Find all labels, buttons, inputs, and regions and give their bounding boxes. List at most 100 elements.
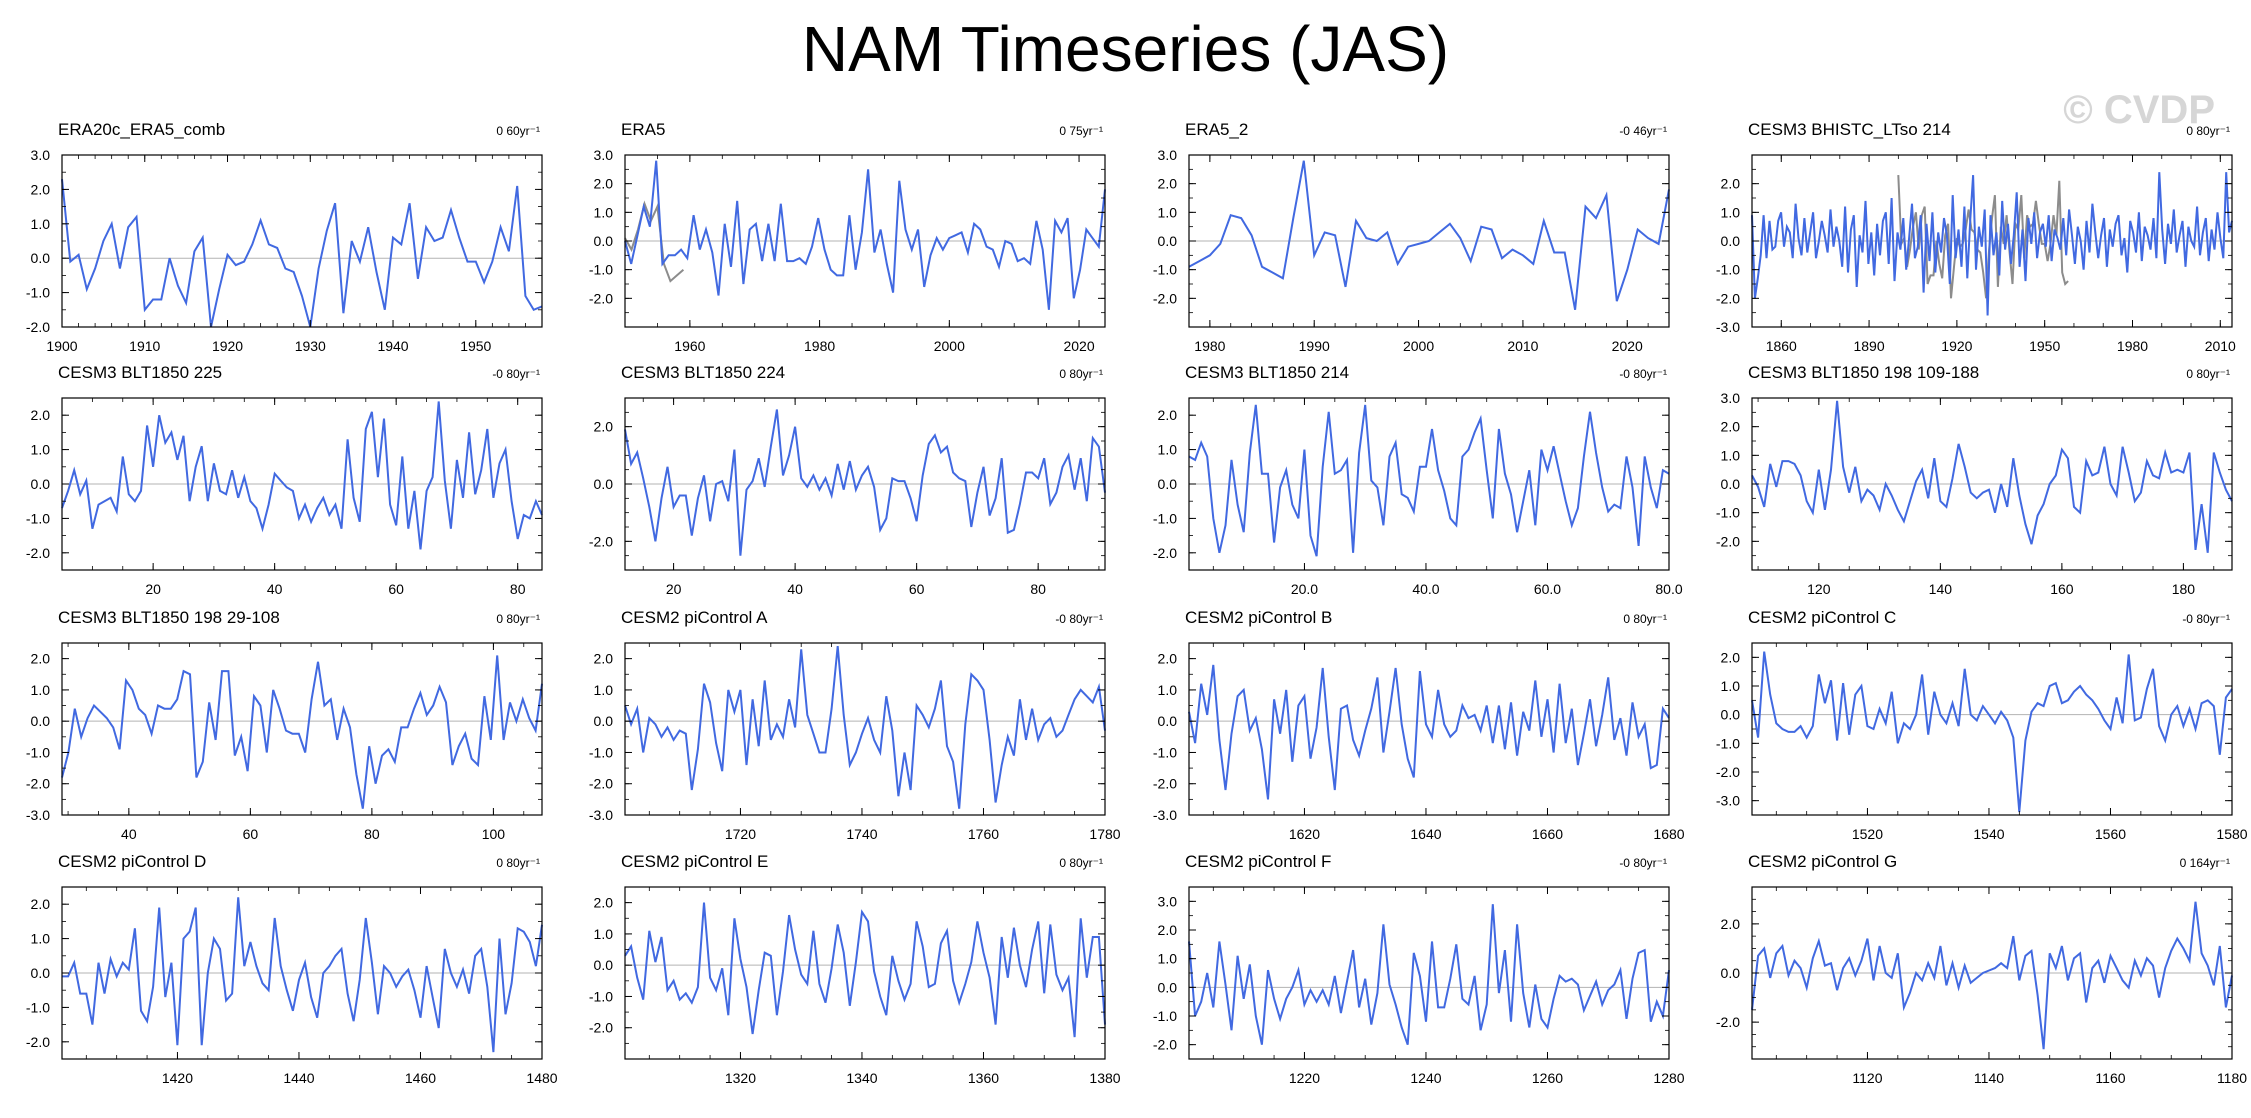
y-tick-label: -2.0 — [1716, 764, 1740, 780]
y-tick-label: -2.0 — [589, 1020, 613, 1036]
trend-label: -0 80yr⁻¹ — [1055, 612, 1103, 626]
series-line — [1188, 404, 1670, 557]
y-tick-label: -1.0 — [26, 510, 50, 526]
x-tick-label: 1890 — [1853, 338, 1884, 354]
x-tick-label: 1720 — [725, 826, 756, 842]
panel-title: CESM2 piControl E — [621, 852, 768, 871]
y-tick-label: 1.0 — [594, 204, 614, 220]
x-tick-label: 1940 — [377, 338, 408, 354]
chart-panel: CESM2 piControl B 0 80yr⁻¹ -3.0 -2.0 -1.0 0.0… — [1153, 608, 1685, 842]
y-tick-label: 1.0 — [1721, 447, 1741, 463]
y-tick-label: -2.0 — [26, 776, 50, 792]
y-tick-label: -1.0 — [589, 744, 613, 760]
y-tick-label: -2.0 — [26, 1034, 50, 1050]
y-tick-label: 0.0 — [1158, 233, 1178, 249]
y-tick-label: -1.0 — [1153, 1008, 1177, 1024]
panel-title: CESM2 piControl C — [1748, 608, 1896, 627]
x-tick-label: 1460 — [405, 1070, 436, 1086]
y-tick-label: 1.0 — [1158, 442, 1178, 458]
trend-label: 0 80yr⁻¹ — [496, 612, 540, 626]
y-tick-label: -1.0 — [589, 988, 613, 1004]
y-tick-label: 0.0 — [31, 965, 51, 981]
y-tick-label: 0.0 — [31, 250, 51, 266]
x-tick-label: 1580 — [2216, 826, 2247, 842]
trend-label: 0 80yr⁻¹ — [1623, 612, 1667, 626]
y-tick-label: 2.0 — [1721, 649, 1741, 665]
y-tick-label: -3.0 — [1716, 319, 1740, 335]
panel-title: ERA5_2 — [1185, 120, 1248, 139]
x-tick-label: 1680 — [1653, 826, 1684, 842]
series-line — [1188, 160, 1670, 310]
x-tick-label: 1380 — [1089, 1070, 1120, 1086]
y-tick-label: 1.0 — [1158, 951, 1178, 967]
y-tick-label: 2.0 — [594, 895, 614, 911]
y-tick-label: 2.0 — [31, 407, 51, 423]
x-tick-label: 100 — [482, 826, 506, 842]
y-tick-label: -1.0 — [1153, 744, 1177, 760]
y-tick-label: -2.0 — [1153, 776, 1177, 792]
series-line — [1751, 901, 2233, 1050]
x-tick-label: 40.0 — [1412, 581, 1439, 597]
y-tick-label: -1.0 — [1153, 510, 1177, 526]
y-tick-label: -1.0 — [26, 744, 50, 760]
panel-title: CESM2 piControl D — [58, 852, 206, 871]
panel-title: CESM3 BLT1850 214 — [1185, 363, 1349, 382]
y-tick-label: 2.0 — [594, 176, 614, 192]
x-tick-label: 1990 — [1299, 338, 1330, 354]
y-tick-label: 0.0 — [1158, 979, 1178, 995]
x-tick-label: 2010 — [1507, 338, 1538, 354]
x-tick-label: 1760 — [968, 826, 999, 842]
x-tick-label: 2010 — [2205, 338, 2236, 354]
x-tick-label: 1140 — [1974, 1070, 2004, 1086]
y-tick-label: 2.0 — [1158, 651, 1178, 667]
chart-panel: CESM3 BHISTC_LTso 214 0 80yr⁻¹ -3.0 -2.0 -1.… — [1716, 120, 2236, 354]
trend-label: 0 80yr⁻¹ — [1059, 367, 1103, 381]
x-tick-label: 20 — [666, 581, 682, 597]
y-tick-label: 1.0 — [1721, 204, 1741, 220]
x-tick-label: 1980 — [804, 338, 835, 354]
panel-title: CESM3 BLT1850 198 29-108 — [58, 608, 280, 627]
y-tick-label: 2.0 — [31, 896, 51, 912]
y-tick-label: 0.0 — [594, 233, 614, 249]
x-tick-label: 60 — [243, 826, 259, 842]
trend-label: -0 46yr⁻¹ — [1619, 124, 1667, 138]
trend-label: -0 80yr⁻¹ — [1619, 856, 1667, 870]
y-tick-label: -2.0 — [26, 319, 50, 335]
x-tick-label: 80 — [1030, 581, 1046, 597]
watermark: © CVDP — [2063, 88, 2215, 132]
obs-series-line — [624, 200, 685, 283]
x-tick-label: 1240 — [1410, 1070, 1441, 1086]
chart-panel: CESM2 piControl D 0 80yr⁻¹ -2.0 -1.0 0.0 1.0 2… — [26, 852, 558, 1086]
plot-frame — [1188, 642, 1670, 816]
y-tick-label: -2.0 — [589, 533, 613, 549]
panel-title: CESM3 BLT1850 198 109-188 — [1748, 363, 1979, 382]
y-tick-label: 0.0 — [1721, 233, 1741, 249]
chart-panel: ERA20c_ERA5_comb 0 60yr⁻¹ -2.0 -1.0 0.0 1.0 2.… — [26, 120, 543, 354]
y-tick-label: 2.0 — [1721, 916, 1741, 932]
x-tick-label: 120 — [1807, 581, 1831, 597]
y-tick-label: -2.0 — [1153, 1037, 1177, 1053]
series-line — [61, 655, 543, 809]
y-tick-label: 1.0 — [31, 682, 51, 698]
series-line — [62, 897, 543, 1053]
x-tick-label: 1520 — [1852, 826, 1883, 842]
panel-title: CESM2 piControl B — [1185, 608, 1332, 627]
x-tick-label: 1660 — [1532, 826, 1563, 842]
x-tick-label: 160 — [2050, 581, 2074, 597]
y-tick-label: -3.0 — [589, 807, 613, 823]
x-tick-label: 1180 — [2217, 1070, 2247, 1086]
y-tick-label: -2.0 — [26, 545, 50, 561]
y-tick-label: -2.0 — [1716, 1014, 1740, 1030]
x-tick-label: 40 — [121, 826, 137, 842]
trend-label: 0 80yr⁻¹ — [2186, 367, 2230, 381]
panel-title: ERA5 — [621, 120, 665, 139]
x-tick-label: 1620 — [1289, 826, 1320, 842]
y-tick-label: 2.0 — [1721, 419, 1741, 435]
series-line — [1751, 400, 2233, 553]
x-tick-label: 60 — [388, 581, 404, 597]
chart-panel: ERA5_2 -0 46yr⁻¹ -2.0 -1.0 0.0 1.0 2.0 3.0 1980 1… — [1153, 120, 1670, 354]
series-line — [61, 178, 543, 328]
y-tick-label: 0.0 — [594, 713, 614, 729]
x-tick-label: 2020 — [1063, 338, 1094, 354]
